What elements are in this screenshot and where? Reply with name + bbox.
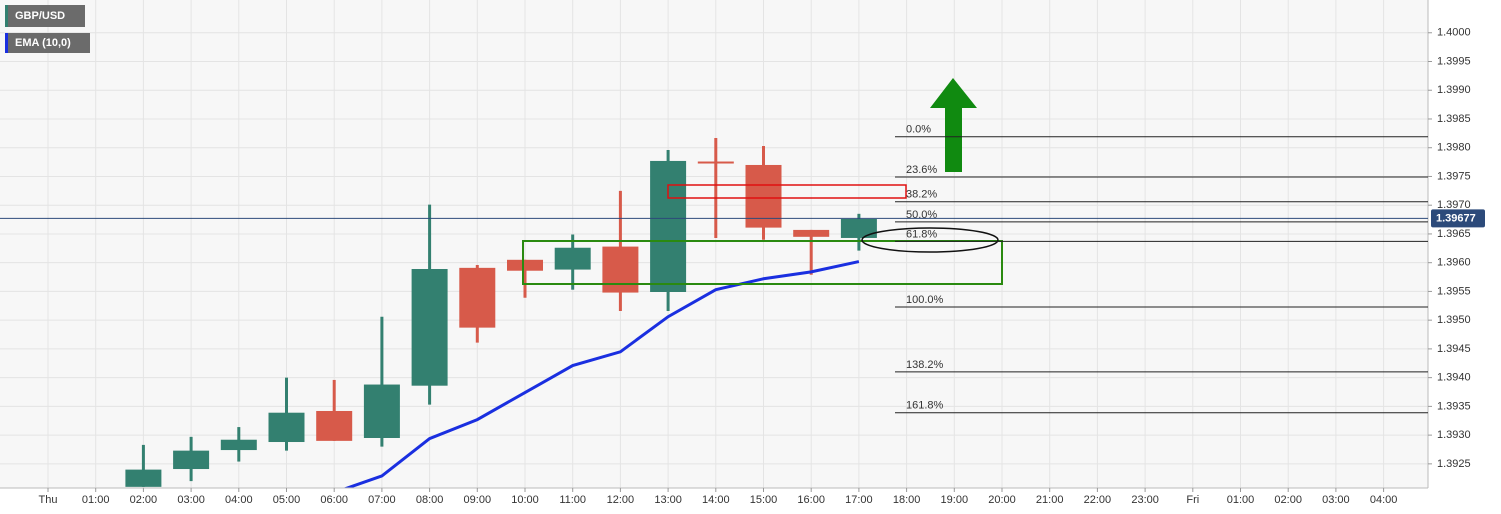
y-tick-label: 1.3970 — [1437, 199, 1471, 211]
x-tick-label: 10:00 — [511, 494, 539, 506]
y-tick-label: 1.3955 — [1437, 285, 1471, 297]
candle-body — [745, 164, 782, 228]
y-tick-label: 1.3990 — [1437, 84, 1471, 96]
x-tick-label: 11:00 — [559, 494, 586, 506]
ema-line — [342, 260, 860, 488]
candle-body — [554, 247, 591, 270]
fib-label: 50.0% — [906, 209, 937, 221]
x-tick-label: 14:00 — [702, 494, 730, 506]
candle-body — [793, 229, 830, 237]
x-tick-label: 02:00 — [1274, 494, 1302, 506]
fib-label: 38.2% — [906, 189, 937, 201]
y-tick-label: 1.3975 — [1437, 170, 1471, 182]
y-tick-label: 1.3925 — [1437, 458, 1471, 470]
y-tick-label: 1.3985 — [1437, 113, 1471, 125]
highlight-ellipse — [861, 227, 999, 253]
legend-badge — [5, 5, 85, 27]
candle-body — [650, 160, 687, 292]
fib-label: 100.0% — [906, 294, 944, 306]
x-tick-label: 16:00 — [797, 494, 825, 506]
x-tick-label: 13:00 — [654, 494, 682, 506]
legend-swatch — [5, 33, 8, 53]
fib-label: 138.2% — [906, 359, 944, 371]
candle-body — [507, 259, 543, 271]
y-tick-label: 1.3980 — [1437, 142, 1471, 154]
legend-badge — [5, 33, 90, 53]
marks — [125, 137, 877, 488]
candle-body — [411, 269, 448, 386]
y-tick-label: 1.3945 — [1437, 343, 1471, 355]
candle-body — [268, 412, 305, 443]
y-tick-label: 1.3935 — [1437, 400, 1471, 412]
legend: GBP/USD EMA (10,0) — [5, 5, 90, 53]
x-tick-label: 12:00 — [607, 494, 635, 506]
x-tick-label: 19:00 — [941, 494, 969, 506]
x-tick-label: 02:00 — [130, 494, 158, 506]
x-tick-label: Fri — [1186, 494, 1199, 506]
x-tick-label: 08:00 — [416, 494, 444, 506]
support-box — [522, 240, 1003, 285]
x-tick-label: Thu — [39, 494, 58, 506]
x-tick-label: 17:00 — [845, 494, 873, 506]
current-price-label: 1.39677 — [1436, 212, 1476, 224]
candle-body — [602, 246, 639, 293]
candle-body — [697, 161, 734, 164]
candle-body — [220, 439, 257, 451]
x-tick-label: 22:00 — [1084, 494, 1112, 506]
y-tick-label: 1.4000 — [1437, 27, 1471, 39]
x-tick-label: 18:00 — [893, 494, 921, 506]
x-tick-label: 01:00 — [1227, 494, 1255, 506]
legend-label: GBP/USD — [15, 10, 65, 22]
candle-body — [125, 469, 162, 487]
fib-label: 161.8% — [906, 400, 944, 412]
candle-body — [173, 450, 210, 470]
y-tick-label: 1.3960 — [1437, 257, 1471, 269]
x-tick-label: 03:00 — [1322, 494, 1350, 506]
resistance-box — [667, 184, 907, 199]
x-tick-label: 03:00 — [177, 494, 205, 506]
legend-swatch — [5, 5, 8, 27]
y-tick-label: 1.3965 — [1437, 228, 1471, 240]
x-tick-label: 06:00 — [320, 494, 348, 506]
fib-label: 61.8% — [906, 228, 937, 240]
y-tick-label: 1.3995 — [1437, 55, 1471, 67]
y-tick-label: 1.3940 — [1437, 372, 1471, 384]
x-tick-label: 09:00 — [464, 494, 492, 506]
current-price-badge — [1431, 209, 1485, 228]
candle-body — [840, 218, 877, 238]
x-tick-label: 01:00 — [82, 494, 110, 506]
plot-area — [0, 0, 1428, 488]
x-tick-label: 04:00 — [1370, 494, 1398, 506]
candle-body — [459, 267, 496, 328]
legend-label: EMA (10,0) — [15, 37, 71, 49]
x-tick-label: 15:00 — [750, 494, 778, 506]
x-tick-label: 20:00 — [988, 494, 1016, 506]
up-arrow — [930, 78, 977, 172]
x-tick-label: 23:00 — [1131, 494, 1159, 506]
y-tick-label: 1.3950 — [1437, 314, 1471, 326]
x-tick-label: 07:00 — [368, 494, 396, 506]
x-tick-label: 21:00 — [1036, 494, 1064, 506]
fib-label: 0.0% — [906, 124, 931, 136]
candle-body — [316, 410, 353, 441]
candle-body — [363, 384, 400, 438]
x-tick-label: 05:00 — [273, 494, 301, 506]
x-tick-label: 04:00 — [225, 494, 253, 506]
y-tick-label: 1.3930 — [1437, 429, 1471, 441]
fib-label: 23.6% — [906, 164, 937, 176]
